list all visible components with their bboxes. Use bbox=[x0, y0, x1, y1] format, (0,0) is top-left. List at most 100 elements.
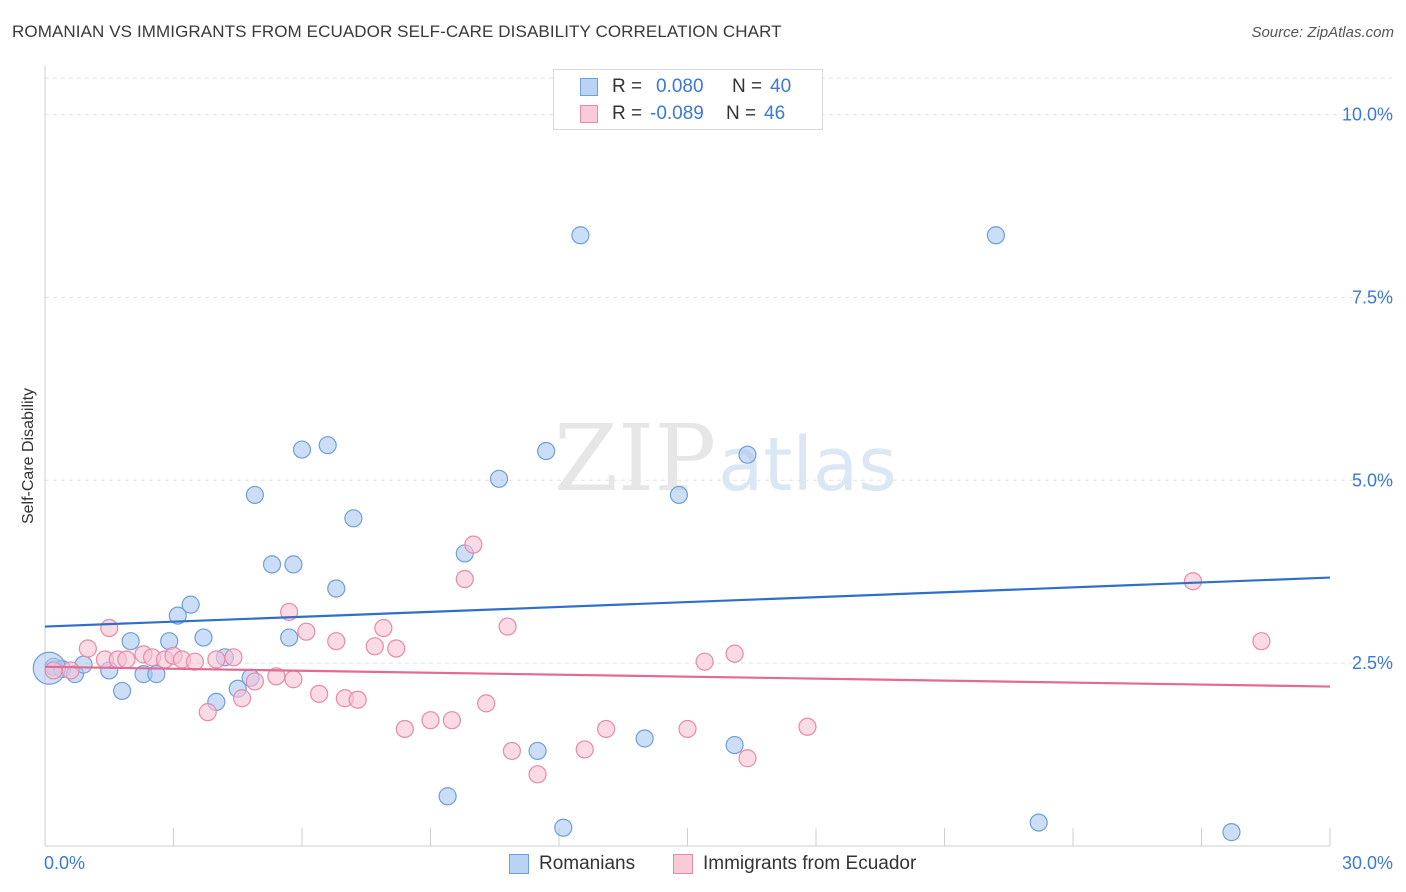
axis-layer: 2.5% 5.0% 7.5% 10.0% 0.0% 30.0% bbox=[44, 66, 1393, 873]
legend-label-romanians: Romanians bbox=[539, 853, 636, 874]
point-ecuador bbox=[185, 652, 205, 671]
point-ecuador bbox=[348, 690, 367, 709]
point-romanians bbox=[292, 440, 312, 459]
point-ecuador bbox=[232, 689, 252, 708]
legend-row-romanians: R = 0.080 N = 40 bbox=[580, 75, 791, 99]
y-tick-label: 7.5% bbox=[1352, 287, 1393, 307]
point-romanians bbox=[112, 681, 132, 701]
point-romanians bbox=[438, 787, 457, 806]
point-romanians bbox=[318, 436, 337, 455]
n-value: 40 bbox=[770, 76, 792, 97]
point-ecuador bbox=[78, 639, 97, 658]
legend-item-romanians: Romanians bbox=[509, 853, 635, 875]
point-romanians bbox=[344, 509, 363, 528]
point-romanians bbox=[554, 818, 573, 837]
point-romanians bbox=[262, 555, 282, 574]
point-ecuador bbox=[61, 661, 80, 680]
point-ecuador bbox=[117, 650, 136, 669]
point-romanians bbox=[147, 665, 166, 684]
point-romanians bbox=[738, 445, 757, 464]
n-label: N = bbox=[726, 103, 757, 124]
point-romanians bbox=[280, 628, 299, 647]
point-ecuador bbox=[695, 652, 714, 671]
point-romanians bbox=[1029, 813, 1048, 832]
point-romanians bbox=[571, 226, 590, 245]
point-romanians bbox=[669, 485, 689, 505]
point-ecuador bbox=[738, 749, 757, 768]
trendline-romanians bbox=[44, 576, 1331, 628]
point-romanians bbox=[168, 606, 187, 625]
point-romanians bbox=[537, 441, 556, 461]
legend-swatch-ecuador bbox=[580, 105, 598, 123]
point-ecuador bbox=[442, 711, 462, 730]
point-ecuador bbox=[502, 741, 521, 761]
x-tick-label-max: 30.0% bbox=[1342, 853, 1393, 873]
r-value: 0.080 bbox=[656, 76, 704, 97]
point-ecuador bbox=[267, 667, 286, 686]
r-label: R = bbox=[612, 103, 643, 124]
point-ecuador bbox=[310, 684, 329, 703]
point-romanians bbox=[489, 469, 509, 488]
point-ecuador bbox=[374, 618, 393, 638]
r-label: R = bbox=[612, 76, 643, 97]
point-ecuador bbox=[224, 648, 243, 667]
y-tick-label: 5.0% bbox=[1352, 470, 1393, 490]
point-ecuador bbox=[387, 639, 406, 658]
point-romanians bbox=[1222, 823, 1241, 842]
series-legend: Romanians Immigrants from Ecuador bbox=[0, 850, 1406, 880]
watermark-atlas: atlas bbox=[718, 422, 897, 508]
point-ecuador bbox=[327, 632, 346, 651]
watermark: ZIP atlas bbox=[554, 405, 897, 512]
y-axis-label: Self-Care Disability bbox=[20, 388, 37, 524]
point-ecuador bbox=[421, 711, 440, 730]
point-ecuador bbox=[725, 644, 744, 663]
correlation-legend: R = 0.080 N = 40 R = -0.089 N = 46 bbox=[553, 69, 823, 130]
trend-layer bbox=[44, 576, 1331, 688]
legend-item-ecuador: Immigrants from Ecuador bbox=[673, 853, 916, 875]
point-romanians bbox=[986, 226, 1006, 245]
n-value: 46 bbox=[764, 103, 786, 124]
point-ecuador bbox=[597, 719, 616, 739]
point-ecuador bbox=[284, 670, 303, 689]
point-ecuador bbox=[1183, 572, 1203, 591]
chart-title: ROMANIAN VS IMMIGRANTS FROM ECUADOR SELF… bbox=[12, 22, 782, 41]
point-romanians bbox=[725, 735, 744, 755]
y-tick-label: 2.5% bbox=[1352, 653, 1393, 673]
watermark-zip: ZIP bbox=[554, 405, 716, 512]
r-value: -0.089 bbox=[650, 103, 704, 124]
point-romanians bbox=[121, 632, 140, 651]
point-romanians bbox=[194, 628, 213, 647]
legend-label-ecuador: Immigrants from Ecuador bbox=[703, 853, 917, 874]
x-tick-label-min: 0.0% bbox=[44, 853, 85, 873]
trendline-ecuador bbox=[44, 665, 1331, 688]
point-ecuador bbox=[365, 637, 384, 656]
point-ecuador bbox=[207, 650, 226, 669]
point-ecuador bbox=[1252, 632, 1271, 651]
point-ecuador bbox=[798, 717, 817, 736]
point-romanians bbox=[181, 595, 200, 614]
point-ecuador bbox=[464, 535, 483, 554]
point-ecuador bbox=[455, 569, 474, 589]
point-ecuador bbox=[297, 622, 316, 641]
source-label: Source: ZipAtlas.com bbox=[1251, 24, 1394, 41]
point-ecuador bbox=[528, 765, 547, 784]
point-romanians bbox=[528, 741, 547, 761]
y-tick-label: 10.0% bbox=[1342, 105, 1393, 125]
point-romanians bbox=[284, 555, 303, 574]
point-layer bbox=[32, 226, 1271, 842]
point-ecuador bbox=[198, 703, 217, 722]
legend-swatch-ecuador bbox=[673, 854, 693, 874]
point-ecuador bbox=[100, 618, 119, 638]
n-label: N = bbox=[732, 76, 763, 97]
point-ecuador bbox=[575, 740, 594, 759]
point-romanians bbox=[635, 729, 654, 748]
legend-swatch-romanians bbox=[580, 78, 598, 96]
point-romanians bbox=[327, 579, 346, 598]
point-ecuador bbox=[245, 672, 264, 691]
legend-row-ecuador: R = -0.089 N = 46 bbox=[580, 102, 785, 126]
point-ecuador bbox=[477, 694, 496, 713]
legend-swatch-romanians bbox=[509, 854, 529, 874]
point-romanians bbox=[245, 485, 264, 505]
point-ecuador bbox=[498, 617, 517, 636]
